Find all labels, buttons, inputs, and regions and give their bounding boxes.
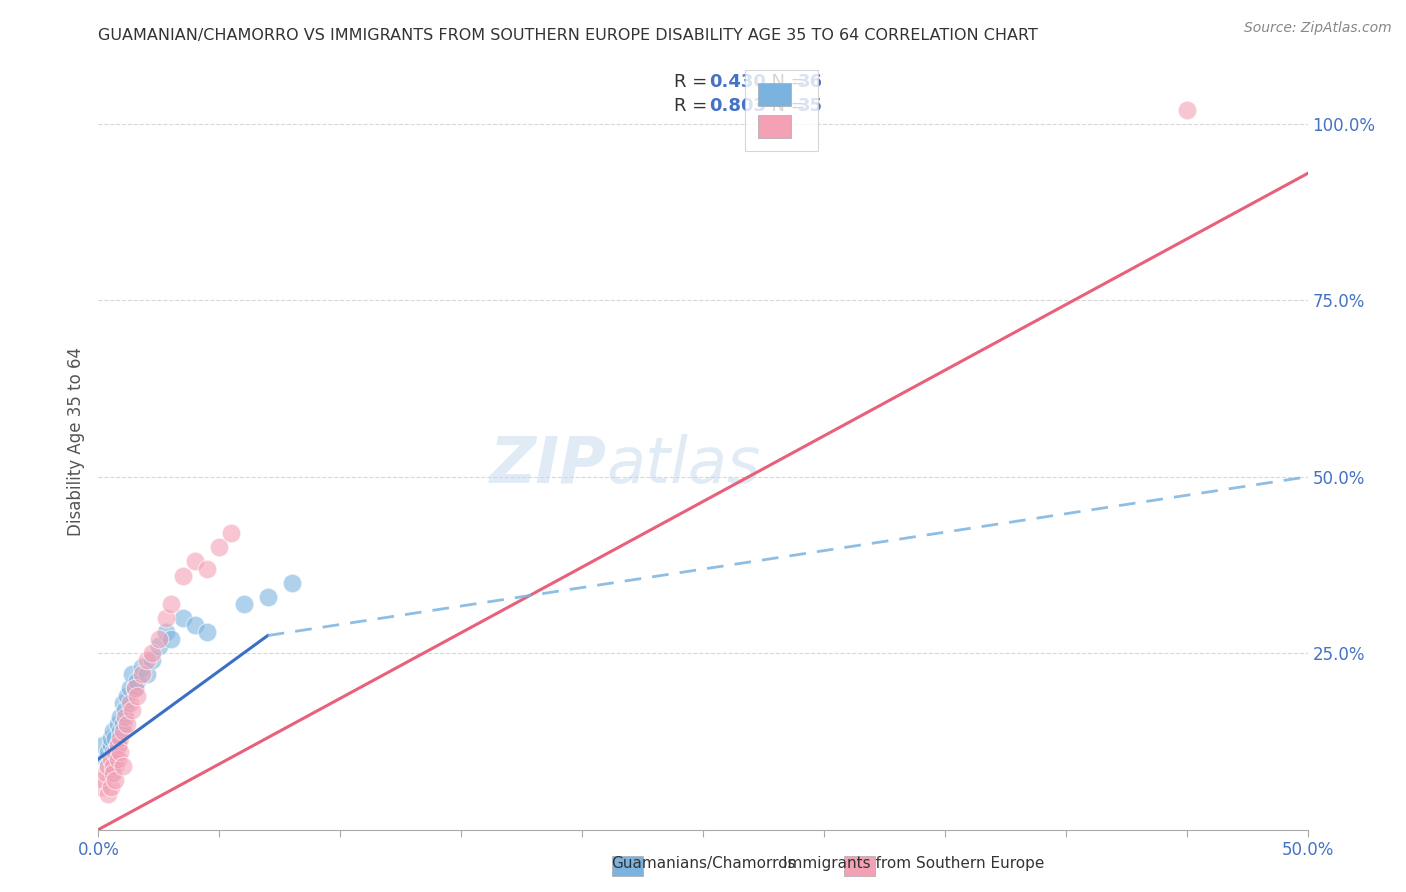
Point (104, 731, 127, 745)
Point (121, 667, 143, 681)
Point (111, 696, 134, 710)
Point (172, 568, 194, 582)
Point (121, 703, 143, 717)
Point (107, 716, 129, 731)
Point (108, 709, 131, 723)
Point (256, 590, 278, 604)
Point (101, 752, 124, 766)
Point (108, 745, 131, 759)
Point (111, 759, 134, 773)
Point (184, 618, 207, 632)
Point (114, 709, 136, 723)
Point (94, 752, 117, 766)
Point (118, 681, 141, 696)
Point (127, 689, 149, 703)
Point (108, 731, 131, 745)
Point (101, 766, 124, 780)
Point (124, 681, 146, 696)
Point (101, 759, 124, 773)
Point (97, 759, 120, 773)
Point (141, 653, 163, 667)
Point (127, 674, 149, 689)
Point (208, 541, 231, 555)
Point (172, 611, 194, 625)
Text: N =: N = (759, 73, 811, 91)
Point (111, 723, 134, 738)
Text: GUAMANIAN/CHAMORRO VS IMMIGRANTS FROM SOUTHERN EUROPE DISABILITY AGE 35 TO 64 CO: GUAMANIAN/CHAMORRO VS IMMIGRANTS FROM SO… (98, 28, 1038, 43)
Point (91, 773, 114, 788)
Point (100, 738, 122, 752)
Point (131, 660, 153, 674)
Text: R =: R = (673, 97, 713, 115)
Point (184, 554, 207, 568)
Point (97, 787, 120, 801)
Text: Immigrants from Southern Europe: Immigrants from Southern Europe (783, 856, 1045, 871)
Point (107, 738, 129, 752)
Text: ZIP: ZIP (489, 434, 606, 496)
Point (221, 526, 243, 541)
Point (155, 625, 177, 640)
Text: Source: ZipAtlas.com: Source: ZipAtlas.com (1244, 21, 1392, 35)
Point (108, 723, 131, 738)
Point (195, 561, 218, 575)
Y-axis label: Disability Age 35 to 64: Disability Age 35 to 64 (67, 347, 86, 536)
Point (114, 703, 136, 717)
Point (195, 625, 218, 640)
Point (100, 731, 122, 745)
Point (100, 752, 122, 766)
Text: 0.803: 0.803 (709, 97, 766, 115)
Text: Guamanians/Chamorros: Guamanians/Chamorros (610, 856, 796, 871)
Legend: , : , (745, 70, 818, 151)
Point (101, 723, 124, 738)
Point (107, 752, 129, 766)
Point (160, 632, 183, 646)
Point (135, 667, 157, 681)
Point (1175, 103, 1198, 117)
Point (124, 681, 146, 696)
Text: N =: N = (759, 97, 811, 115)
Point (94, 766, 117, 780)
Point (90, 780, 112, 795)
Point (141, 646, 163, 660)
Text: 36: 36 (797, 73, 823, 91)
Point (100, 766, 122, 780)
Point (104, 745, 127, 759)
Point (281, 575, 304, 590)
Point (117, 689, 139, 703)
Point (148, 639, 170, 653)
Point (148, 632, 170, 646)
Point (118, 696, 141, 710)
Point (155, 611, 177, 625)
Point (104, 773, 127, 788)
Point (111, 716, 134, 731)
Point (100, 780, 122, 795)
Point (97, 745, 120, 759)
Point (135, 653, 157, 667)
Point (97, 759, 120, 773)
Point (117, 716, 139, 731)
Point (131, 667, 153, 681)
Text: 35: 35 (797, 97, 823, 115)
Point (107, 738, 129, 752)
Text: atlas: atlas (606, 434, 761, 496)
Point (160, 597, 183, 611)
Point (232, 597, 254, 611)
Point (91, 738, 114, 752)
Text: R =: R = (673, 73, 713, 91)
Text: 0.430: 0.430 (709, 73, 766, 91)
Point (101, 745, 124, 759)
Point (104, 759, 127, 773)
